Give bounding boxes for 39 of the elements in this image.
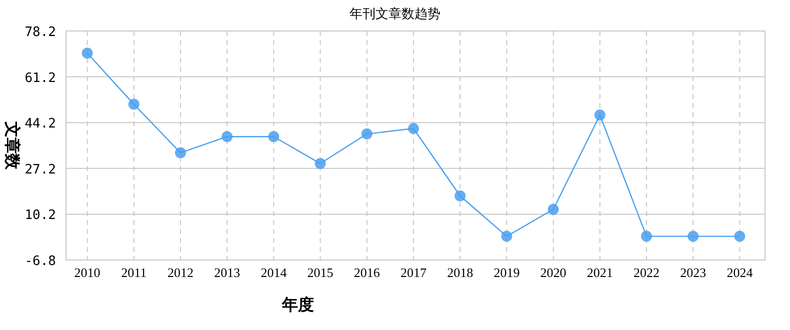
x-tick-label: 2023	[680, 265, 706, 280]
point	[128, 98, 140, 110]
x-tick-label: 2013	[214, 265, 240, 280]
y-tick-label: -6.8	[24, 254, 56, 269]
point	[82, 48, 93, 59]
x-tick-label: 2022	[634, 265, 660, 280]
point	[314, 158, 326, 170]
chart-title: 年刊文章数趋势	[350, 6, 440, 21]
x-tick-label: 2018	[447, 265, 474, 280]
point	[175, 147, 186, 158]
point	[501, 230, 512, 242]
x-tick-label: 2019	[494, 265, 520, 280]
y-tick-label: 61.2	[24, 70, 56, 86]
x-tick-label: 2012	[168, 265, 194, 280]
x-tick-label: 2021	[586, 265, 613, 280]
point	[408, 123, 419, 134]
point	[734, 230, 746, 242]
x-tick-label: 2015	[307, 265, 334, 280]
x-axis-title: 年度	[281, 295, 314, 314]
point	[594, 110, 606, 121]
y-tick-label: 44.2	[24, 116, 56, 132]
x-tick-label: 2017	[400, 265, 427, 280]
x-tick-label: 2014	[260, 265, 288, 280]
y-tick-label: 10.2	[24, 208, 56, 224]
point	[688, 230, 699, 242]
y-tick-label: 78.2	[24, 25, 56, 40]
point	[548, 204, 559, 215]
y-axis-title: 文章数	[3, 120, 21, 170]
x-tick-label: 2020	[540, 265, 566, 280]
point	[361, 128, 372, 140]
point	[454, 190, 466, 202]
point	[268, 131, 280, 142]
x-tick-label: 2016	[354, 265, 380, 280]
x-tick-label: 2011	[121, 265, 147, 280]
x-tick-label: 2024	[726, 265, 754, 280]
y-tick-label: 27.2	[24, 162, 56, 178]
point	[222, 131, 233, 142]
x-tick-label: 2010	[74, 265, 100, 280]
point	[641, 230, 652, 242]
